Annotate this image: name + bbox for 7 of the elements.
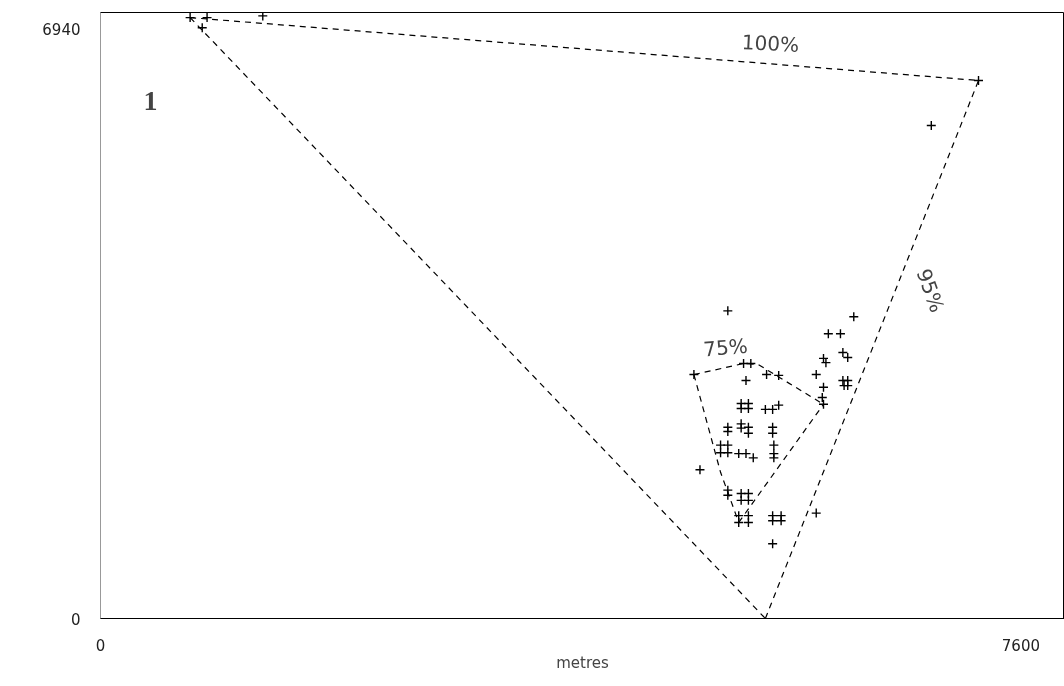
annotation: 95% — [911, 265, 950, 316]
y-tick-label: 6940 — [42, 20, 81, 39]
annotation: 1 — [143, 84, 158, 116]
x-axis-title: metres — [556, 653, 609, 672]
x-tick-label: 7600 — [1001, 636, 1040, 655]
annotation: 75% — [702, 333, 749, 362]
annotation: 100% — [741, 30, 800, 57]
